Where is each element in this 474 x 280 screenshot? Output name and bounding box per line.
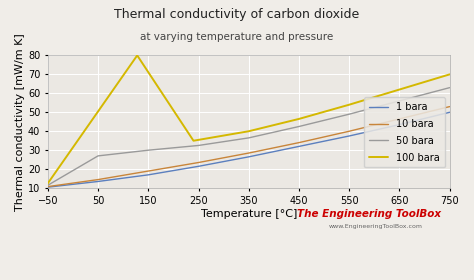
Text: The Engineering ToolBox: The Engineering ToolBox xyxy=(297,209,441,219)
50 bara xyxy=(397,99,402,102)
50 bara xyxy=(95,154,101,158)
50 bara xyxy=(246,136,252,139)
100 bara xyxy=(45,182,51,185)
100 bara xyxy=(296,117,302,121)
Line: 50 bara: 50 bara xyxy=(48,88,450,185)
Line: 100 bara: 100 bara xyxy=(48,55,450,183)
1 bara xyxy=(95,180,101,183)
10 bara xyxy=(346,130,352,133)
1 bara xyxy=(146,173,151,176)
100 bara xyxy=(397,88,402,91)
10 bara xyxy=(447,105,453,108)
Text: Thermal conductivity of carbon dioxide: Thermal conductivity of carbon dioxide xyxy=(114,8,360,21)
Text: at varying temperature and pressure: at varying temperature and pressure xyxy=(140,32,334,42)
50 bara xyxy=(447,86,453,89)
1 bara xyxy=(346,134,352,138)
50 bara xyxy=(146,148,151,152)
100 bara xyxy=(191,139,196,143)
Text: www.EngineeringToolBox.com: www.EngineeringToolBox.com xyxy=(329,224,423,229)
1 bara xyxy=(246,155,252,158)
100 bara xyxy=(447,73,453,76)
50 bara xyxy=(45,184,51,187)
Line: 1 bara: 1 bara xyxy=(48,112,450,187)
50 bara xyxy=(196,144,201,147)
10 bara xyxy=(95,178,101,181)
1 bara xyxy=(447,111,453,114)
10 bara xyxy=(246,151,252,155)
100 bara xyxy=(246,130,252,133)
Y-axis label: Thermal conductivity [mW/m K]: Thermal conductivity [mW/m K] xyxy=(15,33,25,211)
Legend: 1 bara, 10 bara, 50 bara, 100 bara: 1 bara, 10 bara, 50 bara, 100 bara xyxy=(364,97,445,167)
10 bara xyxy=(196,161,201,164)
X-axis label: Temperature [°C]: Temperature [°C] xyxy=(201,209,297,218)
100 bara xyxy=(134,54,140,57)
1 bara xyxy=(196,165,201,168)
Line: 10 bara: 10 bara xyxy=(48,107,450,186)
10 bara xyxy=(397,117,402,121)
1 bara xyxy=(45,185,51,189)
50 bara xyxy=(346,113,352,116)
1 bara xyxy=(397,123,402,126)
1 bara xyxy=(296,145,302,148)
10 bara xyxy=(146,169,151,173)
10 bara xyxy=(45,185,51,188)
10 bara xyxy=(296,141,302,144)
100 bara xyxy=(346,103,352,106)
50 bara xyxy=(296,125,302,128)
